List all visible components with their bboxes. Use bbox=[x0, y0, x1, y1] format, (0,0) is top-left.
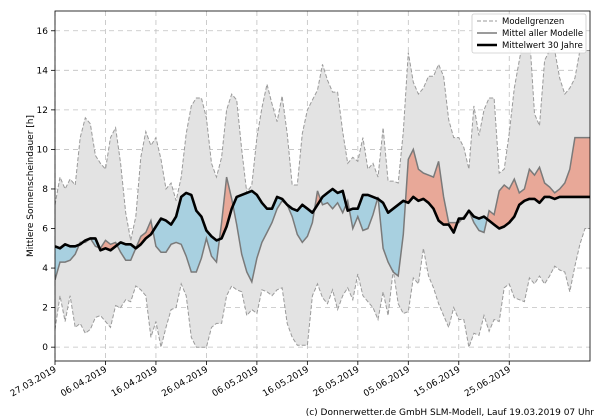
below-average-fill bbox=[378, 199, 406, 276]
legend-label-range: Modellgrenzen bbox=[502, 17, 564, 27]
model-range-upper-line bbox=[55, 32, 590, 241]
y-tick-label: 10 bbox=[37, 145, 49, 155]
below-average-fill bbox=[349, 194, 378, 231]
below-average-fill bbox=[55, 244, 80, 280]
y-tick-label: 12 bbox=[37, 106, 48, 116]
x-tick-label: 16.05.2019 bbox=[261, 365, 311, 400]
x-tick-label: 27.03.2019 bbox=[9, 365, 59, 400]
above-average-fill bbox=[405, 149, 458, 233]
x-tick-label: 05.06.2019 bbox=[362, 365, 412, 400]
legend-box bbox=[471, 13, 587, 54]
x-tick-label: 26.05.2019 bbox=[312, 365, 362, 400]
above-average-fill bbox=[487, 137, 590, 229]
x-tick-label: 06.05.2019 bbox=[211, 365, 261, 400]
x-tick-label: 15.06.2019 bbox=[413, 365, 463, 400]
model-mean-line bbox=[55, 136, 590, 285]
below-average-fill bbox=[232, 190, 288, 282]
y-tick-label: 16 bbox=[37, 27, 49, 37]
y-tick-label: 8 bbox=[42, 185, 48, 195]
y-tick-label: 2 bbox=[42, 304, 48, 314]
below-average-fill bbox=[287, 204, 315, 243]
y-tick-label: 4 bbox=[42, 264, 48, 274]
x-tick-label: 16.04.2019 bbox=[110, 365, 160, 400]
legend-label-model-mean: Mittel aller Modelle bbox=[502, 29, 583, 39]
x-tick-label: 25.06.2019 bbox=[463, 365, 513, 400]
legend: Modellgrenzen Mittel aller Modelle Mitte… bbox=[471, 13, 587, 54]
plot-frame bbox=[54, 10, 591, 362]
y-tick-label: 0 bbox=[42, 343, 48, 353]
y-axis-label: Mittlere Sonnenscheindauer [h] bbox=[26, 115, 36, 257]
credit-text: (c) Donnerwetter.de GmbH SLM-Modell, Lau… bbox=[306, 408, 595, 418]
x-tick-label: 06.04.2019 bbox=[59, 365, 109, 400]
y-tick-label: 14 bbox=[37, 66, 49, 76]
climate-mean-line bbox=[55, 187, 590, 252]
x-tick-label: 26.04.2019 bbox=[160, 365, 210, 400]
model-range-lower-line bbox=[55, 228, 590, 350]
below-average-fill bbox=[117, 242, 136, 261]
legend-label-climate-mean: Mittelwert 30 Jahre bbox=[502, 41, 583, 51]
y-tick-label: 6 bbox=[42, 225, 48, 235]
model-range-band bbox=[55, 32, 590, 348]
plot-area bbox=[55, 32, 590, 350]
